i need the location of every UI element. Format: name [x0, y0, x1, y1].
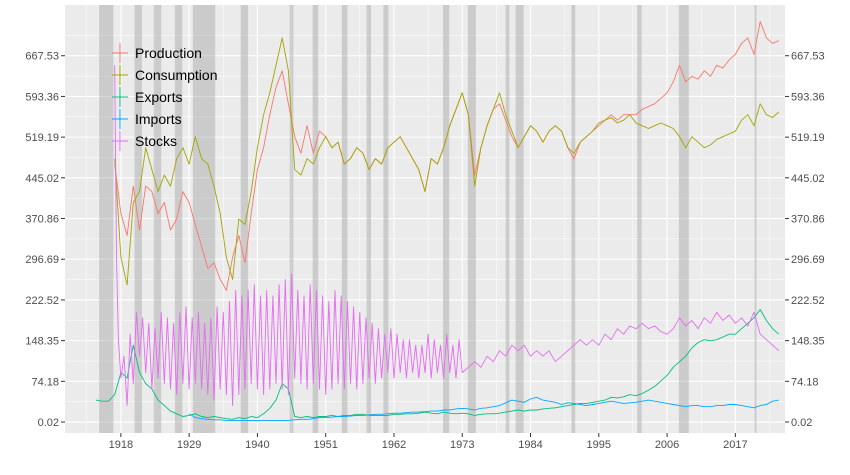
y-tick-label-left: 222.52 [25, 295, 59, 307]
x-tick-label: 1973 [450, 439, 474, 451]
shaded-period [678, 5, 689, 433]
y-tick-label-right: 222.52 [791, 295, 825, 307]
y-axis-left: 0.02 74.18 148.35 222.52 296.69 370.86 445.02 5… [25, 51, 65, 429]
shaded-period [637, 5, 642, 433]
shaded-period [443, 5, 450, 433]
shaded-period [754, 5, 757, 433]
series-line-stocks [114, 65, 780, 407]
x-tick-label: 1918 [109, 439, 133, 451]
y-tick-label-left: 148.35 [25, 336, 59, 348]
y-axis-right: 0.02 74.18 148.35 222.52 296.69 370.86 445.02 5… [785, 51, 825, 429]
shaded-period [467, 5, 476, 433]
x-axis: 1918 1929 1940 1951 1962 1973 1984 1995 2006 2017 [109, 433, 748, 451]
y-tick-label-left: 74.18 [31, 376, 59, 388]
shaded-period [99, 5, 114, 433]
shaded-period [192, 5, 216, 433]
y-tick-label-left: 370.86 [25, 214, 59, 226]
shaded-period [383, 5, 389, 433]
legend-label-imports: Imports [135, 111, 182, 127]
legend-label-stocks: Stocks [135, 133, 177, 149]
shaded-period [240, 5, 249, 433]
series-lines [95, 21, 780, 421]
shaded-period [515, 5, 524, 433]
shaded-period [174, 5, 183, 433]
legend-label-production: Production [135, 45, 202, 61]
y-tick-label-left: 0.02 [38, 417, 59, 429]
shaded-period [341, 5, 348, 433]
x-tick-label: 1929 [177, 439, 201, 451]
shaded-period [289, 5, 294, 433]
y-tick-label-left: 296.69 [25, 254, 59, 266]
series-line-consumption [114, 37, 780, 286]
y-tick-label-left: 593.36 [25, 91, 59, 103]
legend-label-exports: Exports [135, 89, 182, 105]
y-tick-label-left: 667.53 [25, 51, 59, 63]
y-tick-label-right: 667.53 [791, 51, 825, 63]
y-tick-label-right: 519.19 [791, 132, 825, 144]
legend-label-consumption: Consumption [135, 67, 218, 83]
y-tick-label-right: 593.36 [791, 91, 825, 103]
shaded-period [153, 5, 162, 433]
x-tick-label: 1951 [313, 439, 337, 451]
y-tick-label-right: 370.86 [791, 214, 825, 226]
x-tick-label: 1995 [587, 439, 611, 451]
shaded-period [312, 5, 319, 433]
series-line-exports [95, 309, 780, 420]
series-line-imports [188, 396, 779, 421]
y-tick-label-right: 445.02 [791, 173, 825, 185]
y-tick-label-right: 0.02 [791, 417, 812, 429]
shaded-period [571, 5, 576, 433]
x-tick-label: 1984 [518, 439, 542, 451]
y-tick-label-right: 74.18 [791, 376, 819, 388]
x-tick-label: 1940 [245, 439, 269, 451]
shaded-period [366, 5, 371, 433]
x-tick-label: 2006 [655, 439, 679, 451]
y-tick-label-right: 148.35 [791, 336, 825, 348]
legend: Production Consumption Exports Imports Stock… [112, 43, 218, 151]
shaded-period [505, 5, 510, 433]
y-tick-label-right: 296.69 [791, 254, 825, 266]
x-tick-label: 1962 [382, 439, 406, 451]
grid-lines [65, 5, 785, 433]
x-tick-label: 2017 [723, 439, 747, 451]
y-tick-label-left: 519.19 [25, 132, 59, 144]
y-tick-label-left: 445.02 [25, 173, 59, 185]
